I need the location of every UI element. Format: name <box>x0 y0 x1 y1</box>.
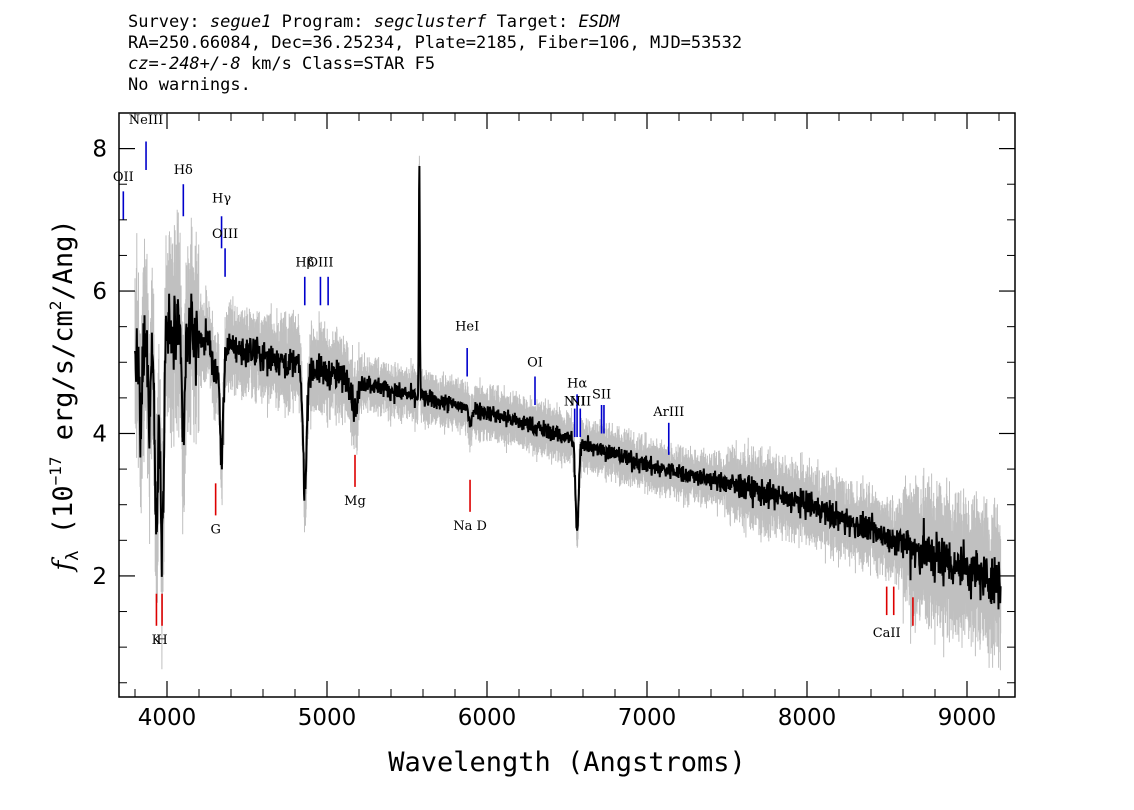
ylabel-mid: erg/s/cm <box>48 310 79 456</box>
ylabel-lambda: λ <box>63 550 83 560</box>
x-axis-title: Wavelength (Angstroms) <box>388 747 746 778</box>
emission-line-label-13: SII <box>592 387 611 402</box>
ylabel-exp: −17 <box>46 457 65 486</box>
class-text: km/s Class=STAR F5 <box>250 54 436 74</box>
spectrum-series <box>134 165 1002 610</box>
noise-envelope <box>134 155 1002 671</box>
absorption-line-label-1: H <box>156 633 167 648</box>
target-value: ESDM <box>578 12 620 32</box>
emission-line-label-3: Hγ <box>212 191 231 206</box>
ylabel-sq: 2 <box>46 301 65 311</box>
emission-line-label-6: OIII <box>307 256 333 271</box>
ylabel-f: f <box>48 557 79 573</box>
x-tick-label: 7000 <box>618 705 677 731</box>
noise-path <box>134 155 1002 671</box>
x-tick-label: 9000 <box>938 705 997 731</box>
header-line-coords: RA=250.66084, Dec=36.25234, Plate=2185, … <box>128 33 743 53</box>
absorption-line-label-3: Mg <box>344 494 366 509</box>
y-tick-label: 8 <box>92 137 107 163</box>
emission-line-label-1: OII <box>113 170 134 185</box>
absorption-line-label-2: G <box>210 523 220 538</box>
ylabel-pre: (10 <box>48 485 79 550</box>
cz-value: -248+/-8 <box>158 54 241 74</box>
survey-value: segue1 <box>209 12 272 32</box>
emission-line-label-0: NeIII <box>129 113 163 128</box>
y-axis-title: fλ (10−17 erg/s/cm2/Ang) <box>46 219 83 572</box>
y-tick-label: 2 <box>92 564 107 590</box>
header-line-survey: Survey: segue1 Program: segclusterf Targ… <box>128 12 1128 33</box>
emission-line-label-9: OI <box>527 355 543 370</box>
header-line-redshift: cz=-248+/-8 km/s Class=STAR F5 <box>128 54 1128 75</box>
header-line-warnings: No warnings. <box>128 75 251 95</box>
emission-line-label-11: Hα <box>567 377 587 392</box>
x-tick-label: 4000 <box>138 705 197 731</box>
absorption-line-label-0: K <box>152 633 162 648</box>
x-tick-label: 5000 <box>298 705 357 731</box>
spectrum-path <box>134 165 1002 610</box>
program-value: segclusterf <box>373 12 487 32</box>
emission-line-label-8: HeI <box>455 320 479 335</box>
emission-line-label-12: NII <box>569 394 591 409</box>
program-label: Program: <box>281 12 364 32</box>
spectrum-header: Survey: segue1 Program: segclusterf Targ… <box>128 12 1128 96</box>
plot-frame <box>118 112 1016 698</box>
emission-line-label-15: ArIII <box>652 405 684 420</box>
absorption-line-label-4: Na D <box>453 519 487 534</box>
emission-line-label-2: Hδ <box>174 163 193 178</box>
emission-line-label-4: OIII <box>212 227 238 242</box>
axis-ticks: 4000 5000 6000 7000 8000 9000 2 4 6 8 <box>92 112 1015 731</box>
y-tick-label: 6 <box>92 279 107 305</box>
cz-label: cz= <box>128 54 159 74</box>
emission-line-label-10: NII <box>564 394 586 409</box>
y-tick-label: 4 <box>92 421 107 447</box>
x-tick-label: 6000 <box>458 705 517 731</box>
ylabel-post: /Ang) <box>48 219 79 300</box>
emission-line-label-5: Hβ <box>295 256 314 271</box>
survey-label: Survey: <box>128 12 200 32</box>
target-label: Target: <box>496 12 569 32</box>
absorption-line-label-5: CaII <box>873 626 901 641</box>
x-tick-label: 8000 <box>778 705 837 731</box>
